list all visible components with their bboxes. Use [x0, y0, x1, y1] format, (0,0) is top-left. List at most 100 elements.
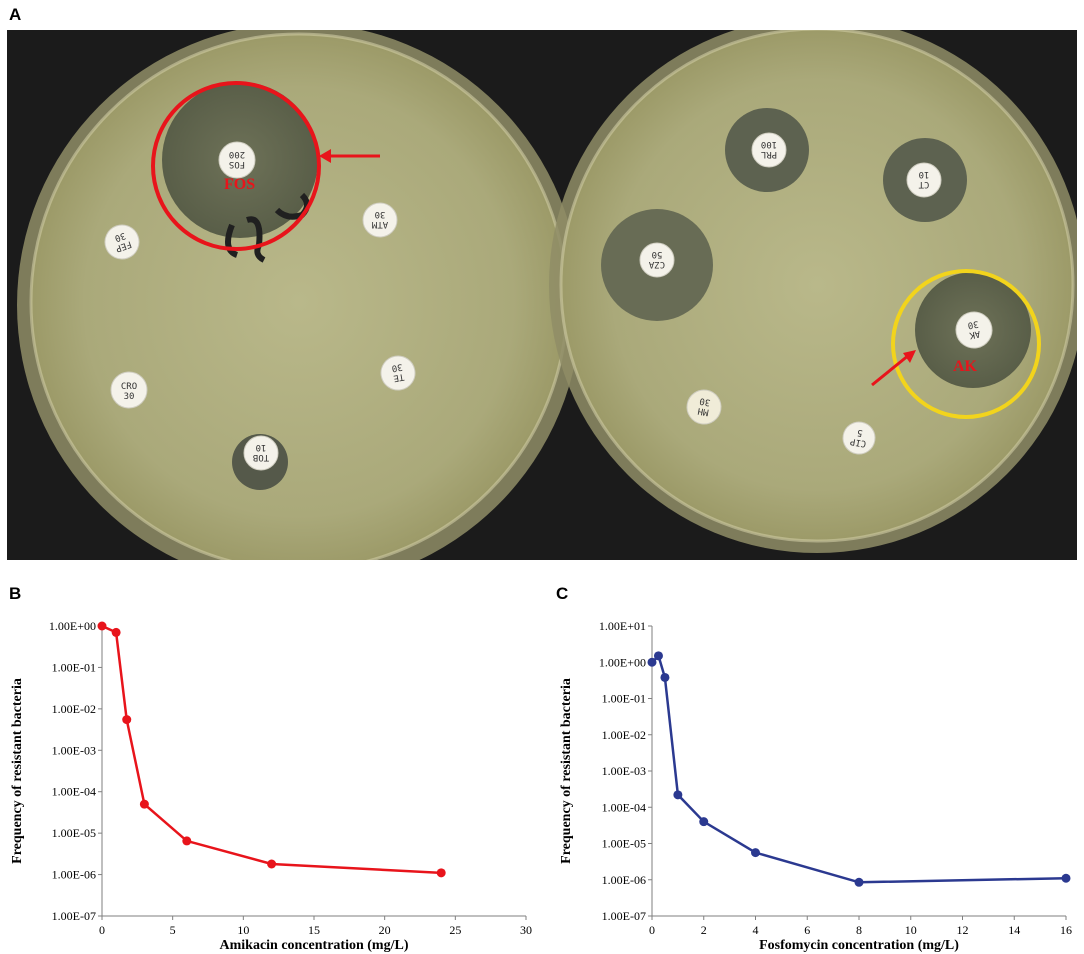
disk-mh: MH 30: [686, 389, 722, 425]
chart-b-ytick-label: 1.00E-05: [52, 826, 96, 840]
disk-atm: ATM 30: [362, 202, 398, 238]
chart-c-xtick-label: 2: [701, 923, 707, 937]
svg-text:200: 200: [229, 149, 245, 159]
chart-c-yaxis-ticks: 1.00E+01 1.00E+00 1.00E-01 1.00E-02 1.00E-03…: [599, 619, 652, 923]
svg-text:30: 30: [375, 209, 386, 219]
svg-text:CIP: CIP: [849, 436, 867, 449]
svg-text:30: 30: [391, 361, 403, 373]
chart-c-ytick-label: 1.00E-04: [602, 800, 646, 814]
svg-text:TOB: TOB: [253, 452, 269, 462]
chart-c-data-point: [751, 848, 760, 858]
chart-c-data-point: [699, 817, 709, 827]
disk-ct: CT 10: [906, 162, 942, 198]
chart-c-ytick-label: 1.00E-01: [602, 692, 646, 706]
svg-text:30: 30: [699, 395, 711, 407]
disk-te: TE 30: [380, 355, 416, 391]
chart-b-xtick-label: 30: [520, 923, 532, 937]
chart-c-ytick-label: 1.00E-07: [602, 909, 646, 923]
disk-cro: CRO 30: [110, 371, 148, 409]
disk-prl: PRL 100: [751, 132, 787, 168]
chart-c-series: [647, 651, 1071, 887]
disk-tob: TOB 10: [243, 435, 279, 471]
chart-c-xtick-label: 0: [649, 923, 655, 937]
chart-b-xtick-label: 20: [379, 923, 391, 937]
svg-text:30: 30: [124, 392, 135, 402]
svg-text:10: 10: [919, 169, 930, 179]
svg-text:CRO: CRO: [121, 382, 137, 392]
chart-c-ytick-label: 1.00E+00: [599, 655, 646, 669]
ak-arrow: [871, 353, 910, 387]
chart-c-data-point: [660, 672, 670, 682]
chart-b-xtick-label: 10: [237, 923, 249, 937]
panel-label-a: A: [9, 5, 22, 24]
chart-c-xtick-label: 10: [905, 923, 917, 937]
chart-b-xtick-label: 5: [170, 923, 176, 937]
chart-b-ytick-label: 1.00E-01: [52, 660, 96, 674]
chart-c-fosfomycin: 1.00E+01 1.00E+00 1.00E-01 1.00E-02 1.00E-03…: [559, 619, 1072, 953]
svg-text:AK: AK: [968, 328, 981, 340]
ak-arrowhead: [903, 350, 916, 363]
agar-plates-photo: FOS 200 ATM 30 FEP 30 CRO 30 TE 30 TOB 1…: [7, 30, 1077, 560]
chart-c-data-point: [1061, 873, 1071, 883]
disk-cza: CZA 50: [639, 242, 675, 278]
svg-text:10: 10: [256, 442, 267, 452]
ak-annotation: AK: [953, 358, 978, 375]
chart-c-xtick-label: 4: [753, 923, 759, 937]
chart-b-yaxis-ticks: 1.00E+00 1.00E-01 1.00E-02 1.00E-03 1.00E-04…: [49, 619, 102, 923]
chart-c-xaxis-ticks: 0 2 4 6 8 10 12 14 16: [649, 916, 1072, 937]
disk-cip: CIP 5: [842, 421, 876, 455]
chart-b-series-line: [101, 624, 442, 875]
svg-text:50: 50: [652, 249, 663, 259]
chart-b-data-point: [122, 715, 132, 725]
chart-b-data-point: [139, 799, 149, 809]
chart-c-ytick-label: 1.00E+01: [599, 619, 646, 633]
chart-c-ytick-label: 1.00E-03: [602, 764, 646, 778]
fos-annotation: FOS: [224, 176, 255, 193]
svg-text:TE: TE: [392, 371, 404, 383]
chart-b-ytick-label: 1.00E+00: [49, 619, 96, 633]
chart-c-xtick-label: 8: [856, 923, 862, 937]
svg-text:5: 5: [857, 427, 864, 438]
chart-b-amikacin: 1.00E+00 1.00E-01 1.00E-02 1.00E-03 1.00E-04…: [10, 619, 532, 953]
chart-b-series: [97, 621, 446, 878]
chart-b-data-point: [182, 836, 192, 846]
svg-text:ATM: ATM: [371, 219, 388, 229]
chart-b-data-point: [97, 621, 107, 631]
chart-c-data-point: [653, 651, 663, 661]
chart-c-xtick-label: 14: [1008, 923, 1020, 937]
chart-b-ytick-label: 1.00E-04: [52, 785, 96, 799]
chart-c-data-point: [854, 877, 864, 887]
chart-c-xlabel: Fosfomycin concentration (mg/L): [759, 938, 959, 953]
chart-b-ytick-label: 1.00E-06: [52, 868, 96, 882]
svg-text:CZA: CZA: [648, 259, 665, 269]
svg-text:FOS: FOS: [229, 159, 245, 169]
chart-c-xtick-label: 12: [957, 923, 969, 937]
chart-c-series-line: [651, 653, 1067, 884]
chart-c-ylabel: Frequency of resistant bacteria: [559, 678, 574, 864]
chart-c-ytick-label: 1.00E-06: [602, 873, 646, 887]
panel-label-c: C: [556, 584, 569, 603]
chart-b-ytick-label: 1.00E-07: [52, 909, 96, 923]
chart-b-ylabel: Frequency of resistant bacteria: [10, 678, 25, 864]
svg-text:30: 30: [967, 318, 979, 330]
svg-text:30: 30: [113, 230, 127, 243]
right-plate: [549, 30, 1077, 553]
disk-fos: FOS 200: [218, 141, 256, 179]
fos-highlight-circle: [151, 81, 321, 251]
chart-b-xtick-label: 25: [449, 923, 461, 937]
svg-text:CT: CT: [918, 179, 929, 189]
chart-b-data-point: [267, 859, 277, 869]
svg-text:MH: MH: [697, 405, 709, 417]
chart-b-xtick-label: 15: [308, 923, 320, 937]
ak-highlight-circle: [891, 269, 1041, 419]
chart-b-data-point: [111, 627, 121, 637]
chart-c-data-point: [673, 790, 683, 800]
chart-b-ytick-label: 1.00E-02: [52, 702, 96, 716]
chart-c-ytick-label: 1.00E-02: [602, 728, 646, 742]
chart-c-xtick-label: 6: [804, 923, 810, 937]
chart-b-ytick-label: 1.00E-03: [52, 743, 96, 757]
chart-c-ytick-label: 1.00E-05: [602, 837, 646, 851]
panel-label-b: B: [9, 584, 22, 603]
chart-b-xtick-label: 0: [99, 923, 105, 937]
chart-b-xlabel: Amikacin concentration (mg/L): [220, 938, 409, 953]
